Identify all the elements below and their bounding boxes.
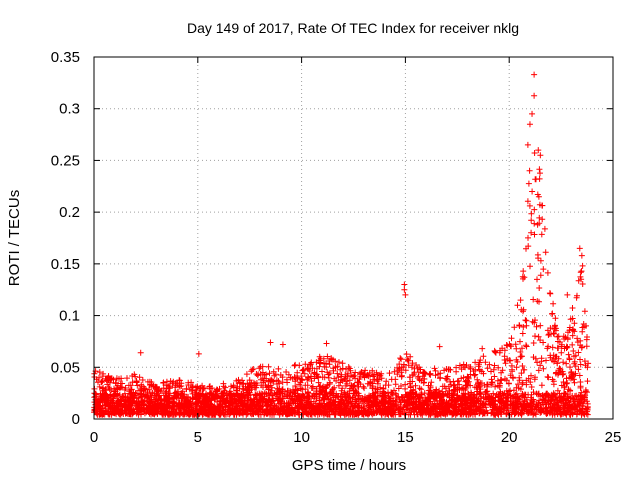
grid-layer	[94, 57, 613, 419]
chart-title: Day 149 of 2017, Rate Of TEC Index for r…	[187, 20, 519, 36]
y-tick-label: 0.2	[59, 204, 80, 221]
roti-point	[323, 340, 330, 347]
roti-point	[279, 341, 286, 348]
roti-point	[267, 339, 274, 346]
y-tick-label: 0.35	[51, 49, 80, 66]
y-tick-label: 0	[72, 411, 80, 428]
roti-point	[195, 350, 202, 357]
x-tick-label: 25	[605, 429, 622, 446]
roti-point	[514, 302, 521, 309]
x-axis-label: GPS time / hours	[292, 457, 406, 474]
x-tick-label: 20	[501, 429, 518, 446]
roti-scatter-markers	[91, 150, 592, 418]
y-tick-label: 0.3	[59, 101, 80, 118]
x-tick-label: 10	[293, 429, 310, 446]
roti-point	[524, 141, 531, 148]
roti-point	[583, 322, 590, 329]
y-tick-label: 0.05	[51, 359, 80, 376]
roti-point	[436, 343, 443, 350]
roti-point	[401, 281, 408, 288]
roti-point	[576, 245, 583, 252]
y-tick-label: 0.15	[51, 256, 80, 273]
plot-frame	[93, 56, 614, 420]
roti-point	[526, 121, 533, 128]
roti-point	[531, 92, 538, 99]
roti-point	[479, 345, 486, 352]
roti-point	[535, 147, 542, 154]
roti-point	[529, 110, 536, 117]
roti-point	[137, 349, 144, 356]
x-tick-label: 5	[194, 429, 202, 446]
data-points-layer	[91, 71, 592, 418]
y-axis-label: ROTI / TECUs	[6, 190, 23, 286]
x-tick-label: 0	[90, 429, 98, 446]
roti-point	[531, 71, 538, 78]
roti-point	[578, 252, 585, 259]
roti-point	[402, 291, 409, 298]
ticks-layer: 0 5 10 15 20 25 0 0.05 0.1 0.15 0.2 0.25 0.3 0.35	[51, 49, 622, 446]
roti-point	[401, 286, 408, 293]
y-tick-label: 0.1	[59, 308, 80, 325]
roti-point	[335, 359, 342, 366]
y-tick-label: 0.25	[51, 152, 80, 169]
roti-point	[564, 291, 571, 298]
x-tick-label: 15	[397, 429, 414, 446]
roti-point	[537, 152, 544, 159]
